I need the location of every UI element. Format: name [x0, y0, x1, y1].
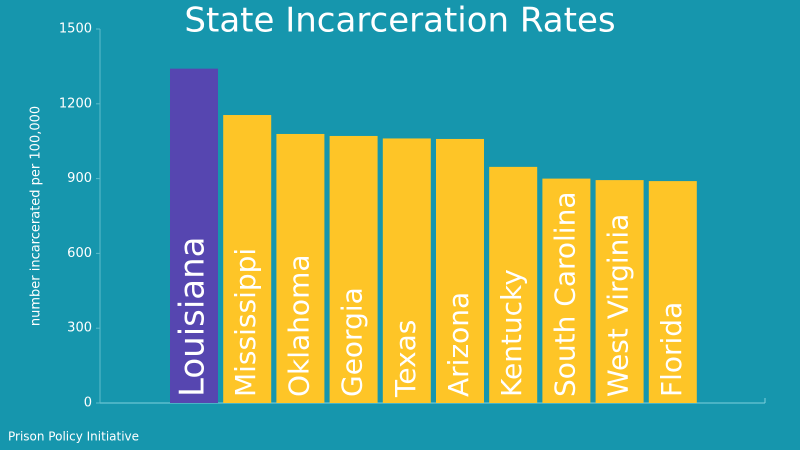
bar-label: Texas [389, 320, 422, 398]
bar [382, 138, 431, 403]
bar [329, 135, 378, 404]
y-tick-label: 1500 [59, 22, 92, 37]
bar-label: West Virginia [602, 214, 635, 397]
bar-label: Arizona [442, 292, 475, 397]
y-tick-label: 600 [67, 246, 92, 261]
bar [170, 68, 218, 404]
bar [489, 166, 538, 403]
bar-label: South Carolina [548, 192, 581, 397]
y-tick-label: 0 [84, 396, 92, 411]
bar [436, 138, 484, 403]
bar-label: Florida [655, 302, 688, 397]
y-tick-label: 900 [67, 171, 92, 186]
bar [276, 133, 325, 403]
bar-label: Louisiana [173, 236, 213, 397]
bar [542, 178, 591, 403]
source: Prison Policy Initiative [8, 430, 139, 444]
bar [223, 115, 272, 404]
bar-label: Georgia [336, 287, 369, 397]
y-axis-label: number incarcerated per 100,000 [29, 106, 44, 326]
bar [648, 181, 697, 403]
y-tick-label: 300 [67, 321, 92, 336]
bar-label: Kentucky [495, 269, 528, 397]
bar [595, 180, 644, 403]
bar-label: Oklahoma [282, 254, 315, 397]
bar-label: Mississippi [229, 248, 262, 397]
chart-title: State Incarceration Rates [184, 1, 615, 41]
y-tick-label: 1200 [59, 96, 92, 111]
